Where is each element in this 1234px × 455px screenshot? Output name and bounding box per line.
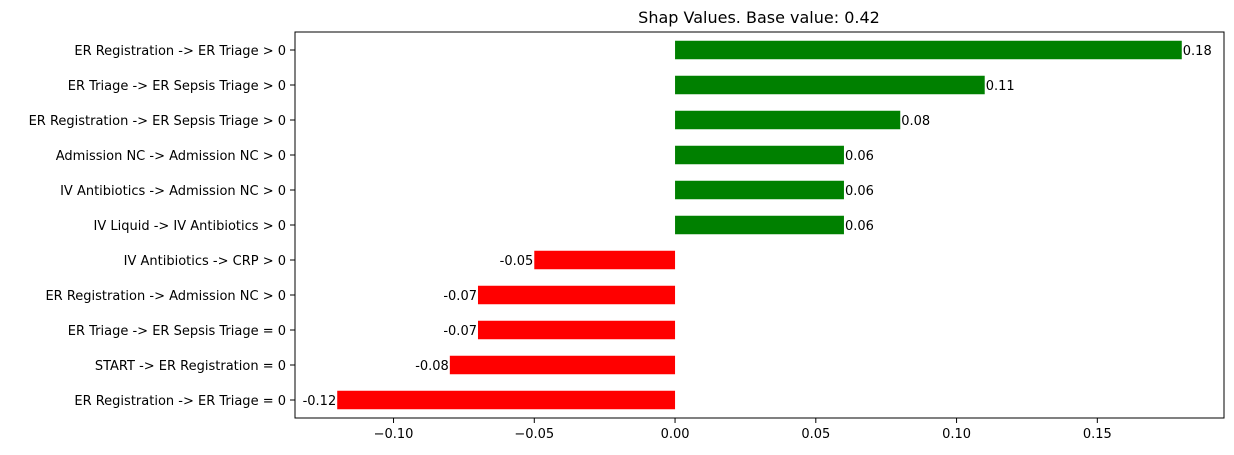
y-tick-label: ER Triage -> ER Sepsis Triage > 0 [68,79,286,94]
x-tick-label: 0.15 [1083,427,1112,442]
bar [675,110,901,130]
value-label: -0.05 [500,254,534,269]
bar [337,390,676,410]
y-tick-label: ER Triage -> ER Sepsis Triage = 0 [68,324,286,339]
value-label: -0.12 [303,394,337,409]
y-tick-label: IV Liquid -> IV Antibiotics > 0 [94,219,287,234]
x-tick-label: 0.00 [661,427,690,442]
bar [449,355,676,375]
value-label: -0.08 [415,359,449,374]
value-label: 0.06 [845,184,874,199]
bar [675,215,844,235]
y-tick-label: IV Antibiotics -> Admission NC > 0 [60,184,286,199]
bar [534,250,676,270]
bar [477,285,676,305]
value-label: 0.06 [845,149,874,164]
y-tick-label: ER Registration -> ER Sepsis Triage > 0 [29,114,286,129]
bar [675,75,985,95]
value-label: 0.18 [1183,44,1212,59]
value-label: 0.11 [986,79,1015,94]
bars-layer [337,40,1182,410]
value-label: -0.07 [443,324,477,339]
x-tick-label: −0.10 [374,427,414,442]
chart-title: Shap Values. Base value: 0.42 [638,8,880,27]
value-label: 0.08 [901,114,930,129]
y-tick-label: Admission NC -> Admission NC > 0 [56,149,286,164]
value-label: -0.07 [443,289,477,304]
bar [477,320,676,340]
y-tick-layer: ER Registration -> ER Triage > 0 ER Triag… [29,44,295,409]
x-tick-label: −0.05 [514,427,554,442]
x-tick-layer: −0.10 −0.05 0.00 0.05 0.10 0.15 [374,418,1112,442]
y-tick-label: ER Registration -> Admission NC > 0 [45,289,286,304]
value-label: 0.06 [845,219,874,234]
x-tick-label: 0.05 [801,427,830,442]
y-tick-label: IV Antibiotics -> CRP > 0 [124,254,286,269]
bar [675,40,1182,60]
bar [675,180,844,200]
value-labels-layer: 0.18 0.11 0.08 0.06 0.06 0.06 -0.05 -0.07 -0.07 -… [303,44,1212,409]
x-tick-label: 0.10 [942,427,971,442]
y-tick-label: ER Registration -> ER Triage = 0 [74,394,286,409]
bar [675,145,844,165]
y-tick-label: START -> ER Registration = 0 [95,359,286,374]
y-tick-label: ER Registration -> ER Triage > 0 [74,44,286,59]
plot-frame [294,31,1225,419]
